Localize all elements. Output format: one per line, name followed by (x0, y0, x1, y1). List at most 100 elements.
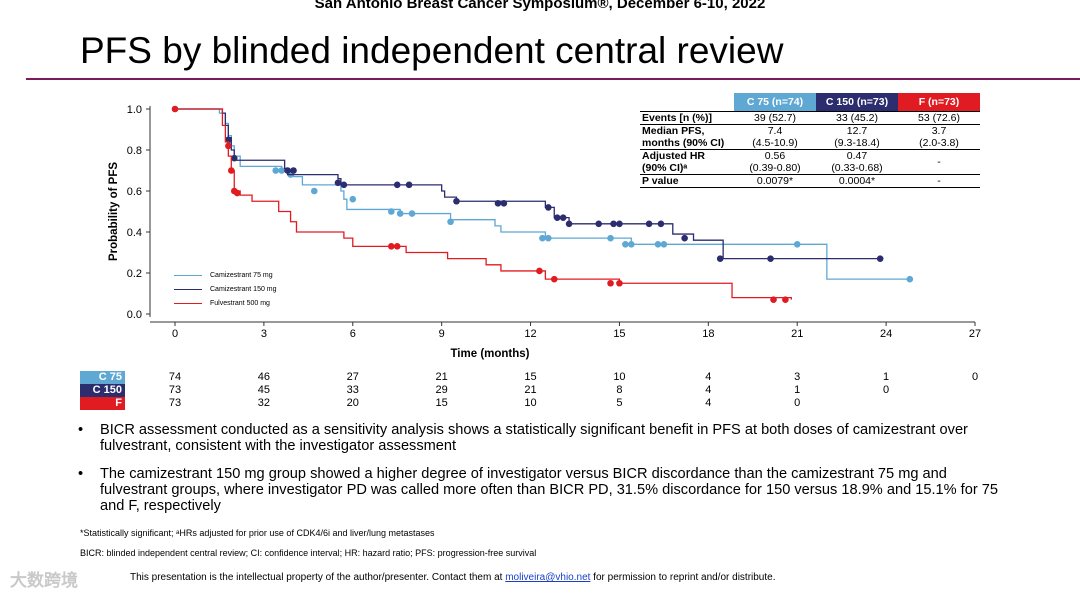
stats-value: 0.56 (764, 150, 786, 162)
legend-line-c150 (174, 288, 202, 290)
at-risk-row: C 150 73 45 33 29 21 8 4 1 0 (80, 384, 980, 397)
censor-mark-c150 (565, 220, 573, 228)
censor-mark-c150 (716, 255, 724, 262)
y-tick-label: 0.6 (127, 186, 142, 198)
censor-mark-c150 (290, 167, 297, 174)
censor-mark-f (616, 279, 623, 287)
censor-mark-f (225, 142, 232, 150)
stats-value: (2.0-3.8) (898, 137, 980, 150)
at-risk-count: 15 (435, 397, 448, 409)
censor-mark-c75 (310, 187, 318, 195)
stats-value: - (898, 174, 980, 188)
at-risk-count: 74 (168, 371, 182, 383)
at-risk-count: 8 (616, 384, 623, 396)
bullet-text: The camizestrant 150 mg group showed a h… (100, 466, 998, 514)
x-tick-label: 24 (880, 328, 892, 340)
x-tick-label: 12 (524, 328, 536, 340)
x-tick-label: 3 (261, 328, 267, 340)
contact-email-link[interactable]: moliveira@vhio.net (505, 572, 591, 583)
at-risk-count: 3 (794, 371, 801, 383)
at-risk-count: 10 (524, 397, 537, 409)
stats-header-f: F (n=73) (898, 93, 980, 112)
x-tick-label: 27 (969, 328, 981, 340)
censor-mark-f (233, 189, 241, 197)
at-risk-count: 20 (346, 397, 359, 409)
at-risk-count: 0 (971, 371, 979, 383)
chart-legend: Camizestrant 75 mg Camizestrant 150 mg F… (170, 268, 320, 310)
censor-mark-c150 (393, 181, 401, 189)
title-divider (26, 78, 1080, 80)
censor-mark-f (387, 243, 395, 250)
censor-mark-c75 (396, 210, 404, 217)
censor-mark-c150 (405, 181, 413, 189)
stats-row-pvalue: P value 0.0079* 0.0004* - (640, 174, 980, 188)
censor-mark-c150 (610, 220, 617, 228)
at-risk-count: 73 (168, 384, 182, 396)
stats-row-hr-ci: (90% CI)ᵃ (0.39-0.80) (0.33-0.68) (640, 162, 980, 175)
stats-value: (0.39-0.80) (734, 162, 816, 175)
censor-mark-c150 (657, 220, 665, 228)
legend-item-f: Fulvestrant 500 mg (170, 296, 320, 310)
stats-label: Events [n (%)] (640, 111, 734, 125)
km-chart: 0.0 0.2 0.4 0.6 0.8 1.0 0 3 6 9 12 15 18 21 24 27 Time (… (108, 104, 981, 360)
stats-header-c150: C 150 (n=73) (816, 93, 898, 112)
censor-mark-c75 (607, 234, 614, 242)
censor-mark-c150 (767, 255, 774, 262)
censor-mark-c150 (453, 197, 460, 205)
censor-mark-f (536, 267, 543, 275)
stats-label: Adjusted HR (642, 150, 705, 162)
at-risk-count: 32 (257, 397, 270, 409)
censor-mark-c150 (334, 179, 342, 187)
km-curve-c75 (175, 108, 910, 280)
legend-label-f: Fulvestrant 500 mg (210, 299, 270, 307)
stats-table: C 75 (n=74) C 150 (n=73) F (n=73) Events… (640, 93, 980, 188)
at-risk-count: 1 (883, 371, 890, 383)
stats-value: (4.5-10.9) (734, 137, 816, 150)
legend-item-c75: Camizestrant 75 mg (170, 268, 320, 282)
at-risk-count: 1 (794, 384, 801, 396)
at-risk-count: 4 (705, 384, 712, 396)
censor-mark-c150 (876, 255, 884, 262)
at-risk-count: 29 (435, 384, 448, 396)
stats-label: months (90% CI) (640, 137, 734, 150)
slide-title: PFS by blinded independent central revie… (80, 30, 784, 71)
conference-header: San Antonio Breast Cancer Symposium®, De… (314, 0, 766, 12)
legend-item-c150: Camizestrant 150 mg (170, 282, 320, 296)
at-risk-count: 73 (168, 397, 182, 409)
stats-value: 12.7 (846, 125, 868, 137)
censor-mark-c75 (387, 208, 395, 215)
stats-value: 7.4 (767, 125, 783, 137)
y-tick-label: 0.2 (127, 268, 142, 280)
censor-mark-c75 (793, 241, 801, 248)
censor-mark-c150 (545, 204, 552, 211)
censor-mark-c75 (654, 241, 662, 248)
censor-mark-c150 (681, 234, 688, 242)
legend-line-c75 (174, 274, 202, 276)
bullet-item: • The camizestrant 150 mg group showed a… (78, 466, 1008, 514)
censor-mark-c150 (284, 167, 291, 174)
censor-mark-f (171, 105, 179, 113)
censor-mark-c150 (230, 154, 238, 162)
stats-label: (90% CI)ᵃ (640, 162, 734, 175)
stats-value: 53 (72.6) (898, 111, 980, 125)
stats-label: P value (640, 174, 734, 188)
bullet-list: • BICR assessment conducted as a sensiti… (78, 422, 1008, 526)
stats-label: Median PFS, (642, 125, 705, 137)
censor-mark-c150 (559, 214, 567, 221)
stats-value: 39 (52.7) (734, 111, 816, 125)
legend-label-c150: Camizestrant 150 mg (210, 285, 277, 293)
y-tick-label: 1.0 (127, 104, 142, 116)
censor-mark-c150 (553, 214, 561, 221)
stats-value: (9.3-18.4) (816, 137, 898, 150)
x-tick-label: 21 (791, 328, 803, 340)
at-risk-count: 33 (346, 384, 359, 396)
at-risk-count: 27 (346, 371, 359, 383)
legend-line-f (174, 302, 202, 304)
at-risk-count: 21 (524, 384, 537, 396)
censor-mark-c150 (494, 200, 502, 207)
at-risk-row: C 75 74 46 27 21 15 10 4 3 1 0 (80, 371, 980, 384)
censor-mark-c150 (500, 200, 508, 207)
censor-mark-f (607, 279, 614, 287)
bullet-marker: • (78, 422, 84, 438)
footnote-abbreviations: BICR: blinded independent central review… (80, 548, 537, 558)
